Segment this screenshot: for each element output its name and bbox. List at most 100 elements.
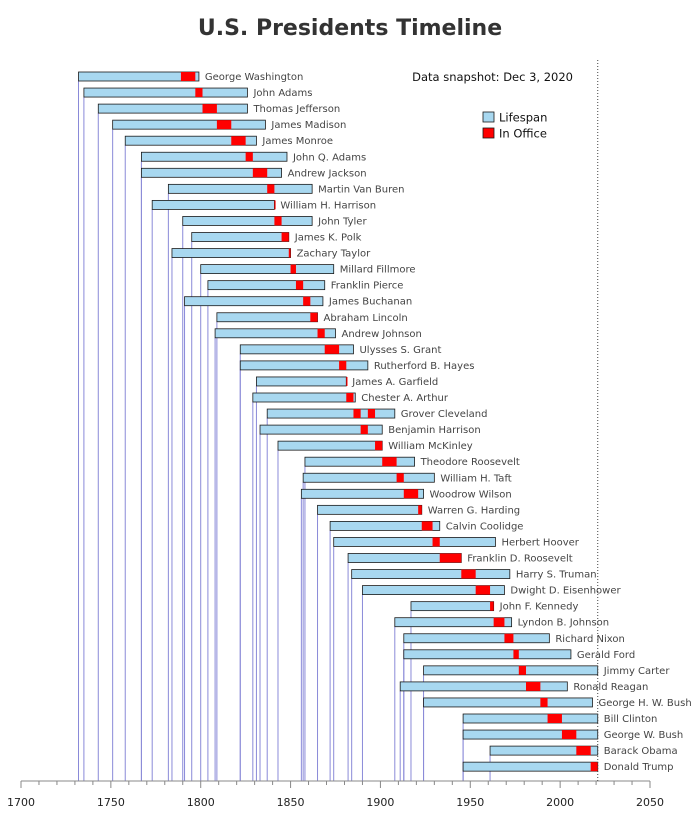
in-office-bar xyxy=(367,409,376,419)
in-office-bar xyxy=(195,88,203,98)
president-name-label: George H. W. Bush xyxy=(598,698,691,709)
president-name-label: William H. Harrison xyxy=(280,200,376,211)
president-name-label: Andrew Johnson xyxy=(342,329,422,340)
president-name-label: James Madison xyxy=(270,120,346,131)
lifespan-bar xyxy=(329,521,441,531)
legend-label: Lifespan xyxy=(499,111,547,125)
president-name-label: Gerald Ford xyxy=(577,650,635,661)
president-name-label: Donald Trump xyxy=(604,762,674,773)
lifespan-bar xyxy=(362,585,505,595)
lifespan-bar xyxy=(302,472,435,483)
lifespan-bar xyxy=(184,296,324,307)
lifespan-bar xyxy=(239,344,354,355)
in-office-bar xyxy=(493,617,505,627)
in-office-bar xyxy=(375,441,383,451)
president-name-label: John F. Kennedy xyxy=(499,602,579,613)
x-tick-label: 1850 xyxy=(277,796,305,809)
president-name-label: Chester A. Arthur xyxy=(361,393,449,404)
president-name-label: James Monroe xyxy=(261,136,333,147)
in-office-bar xyxy=(439,553,462,563)
president-name-label: Harry S. Truman xyxy=(516,570,597,581)
lifespan-bar xyxy=(141,167,282,178)
lifespan-bar xyxy=(394,617,513,628)
president-name-label: Lyndon B. Johnson xyxy=(518,618,610,629)
x-tick-label: 1950 xyxy=(456,796,484,809)
in-office-bar xyxy=(346,393,354,402)
president-name-label: Franklin Pierce xyxy=(331,281,404,292)
lifespan-bar xyxy=(97,103,248,114)
in-office-bar xyxy=(518,665,526,675)
legend: Lifespan In Office xyxy=(482,111,547,141)
president-name-label: George Washington xyxy=(205,72,303,83)
in-office-bar xyxy=(339,360,347,370)
president-name-label: Zachary Taylor xyxy=(297,249,372,260)
lifespan-bar xyxy=(78,71,200,82)
x-axis: 1700 1750 1800 1850 1900 1950 2000 2050 xyxy=(7,780,664,809)
president-name-label: Benjamin Harrison xyxy=(388,425,480,436)
in-office-bar xyxy=(180,72,196,81)
x-tick-label: 2000 xyxy=(546,796,574,809)
legend-swatch xyxy=(482,127,495,139)
in-office-bar xyxy=(360,425,368,435)
in-office-bar xyxy=(310,312,318,322)
lifespan-bar xyxy=(399,681,568,692)
president-name-label: Herbert Hoover xyxy=(501,537,579,548)
president-name-label: James K. Polk xyxy=(294,233,362,244)
lifespan-bar xyxy=(124,135,257,146)
in-office-bar xyxy=(303,296,311,306)
president-name-label: Ronald Reagan xyxy=(573,682,648,693)
lifespan-bar xyxy=(141,151,288,162)
president-name-label: William McKinley xyxy=(388,441,473,452)
lifespan-bar xyxy=(200,264,335,275)
president-name-label: John Tyler xyxy=(317,216,367,227)
in-office-bar xyxy=(252,168,268,178)
in-office-bar xyxy=(432,537,440,547)
president-name-label: Richard Nixon xyxy=(555,634,624,645)
lifespan-bar xyxy=(462,761,599,772)
president-name-label: Thomas Jefferson xyxy=(252,104,340,115)
president-name-label: George W. Bush xyxy=(604,730,683,741)
in-office-bar xyxy=(461,569,476,579)
in-office-bar xyxy=(396,473,404,483)
lifespan-bar xyxy=(410,601,495,612)
lifespan-bar xyxy=(333,537,496,547)
in-office-bar xyxy=(475,585,491,595)
president-name-label: Abraham Lincoln xyxy=(324,313,408,324)
lifespan-bar xyxy=(214,328,336,339)
in-office-bar xyxy=(267,184,275,194)
in-office-bar xyxy=(561,730,577,740)
lifespan-bar xyxy=(462,713,599,724)
in-office-bar xyxy=(590,762,598,772)
x-tick-label: 1700 xyxy=(7,796,35,809)
president-name-label: John Q. Adams xyxy=(292,152,366,163)
president-name-label: Dwight D. Eisenhower xyxy=(510,586,621,597)
in-office-bar xyxy=(295,280,304,290)
lifespan-bar xyxy=(304,456,415,467)
in-office-bar xyxy=(274,200,276,210)
president-name-label: Bill Clinton xyxy=(604,714,658,725)
lifespan-bar xyxy=(167,183,313,194)
lifespan-bar xyxy=(351,569,511,579)
president-name-label: Grover Cleveland xyxy=(401,409,488,420)
in-office-bar xyxy=(274,216,282,226)
lifespan-bar xyxy=(191,232,290,242)
president-name-label: John Adams xyxy=(252,88,312,99)
x-tick-label: 1750 xyxy=(97,796,125,809)
in-office-bar xyxy=(513,649,519,659)
president-name-label: Calvin Coolidge xyxy=(446,521,524,532)
in-office-bar xyxy=(382,457,397,467)
lifespan-bar xyxy=(462,729,599,740)
in-office-bar xyxy=(324,344,340,354)
legend-label: In Office xyxy=(499,127,547,141)
chart-title: U.S. Presidents Timeline xyxy=(198,16,502,41)
lifespan-bar xyxy=(239,360,369,371)
in-office-bar xyxy=(346,376,348,386)
in-office-bar xyxy=(540,697,548,707)
president-bars: George Washington John Adams Thomas Jeffer… xyxy=(78,71,692,773)
in-office-bar xyxy=(245,152,253,162)
x-tick-label: 2050 xyxy=(636,796,664,809)
in-office-bar xyxy=(576,746,591,756)
legend-swatch xyxy=(482,111,495,123)
birth-connector-lines xyxy=(78,81,491,781)
in-office-bar xyxy=(418,505,422,515)
